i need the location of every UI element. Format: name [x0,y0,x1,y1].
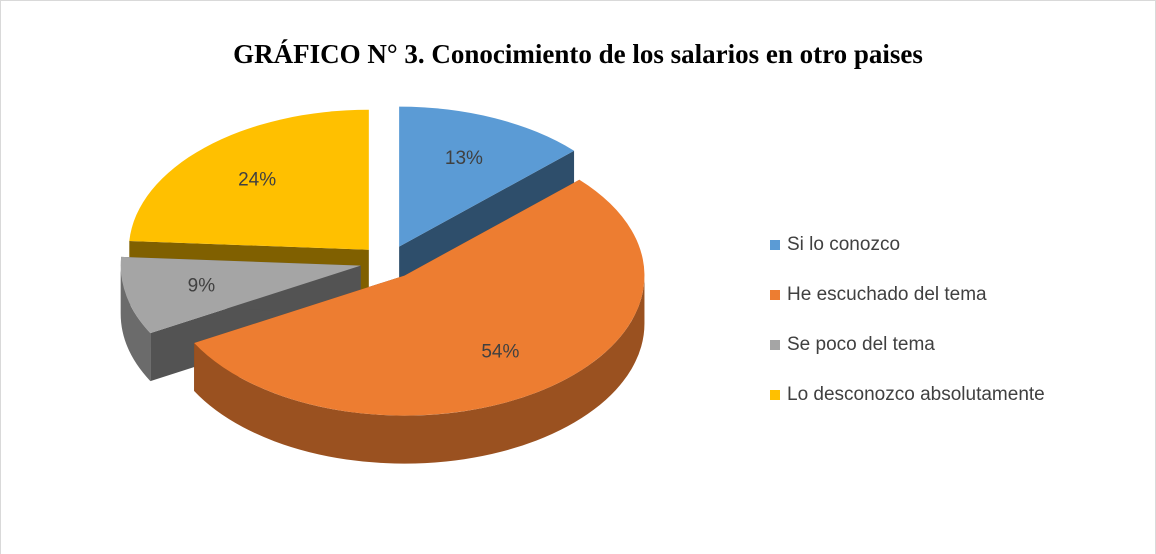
slice [129,109,369,250]
data-label: 24% [238,169,276,190]
slice [194,179,645,416]
legend-swatch [770,340,780,350]
slice-outer-wall [194,275,645,464]
legend-swatch [770,390,780,400]
data-label: 9% [188,275,216,296]
slice-outer-wall [120,265,151,382]
slice-tops [120,106,645,416]
legend-label: Si lo conozco [787,234,900,255]
legend-label: He escuchado del tema [787,284,987,305]
data-label: 13% [445,148,483,169]
legend-label: Lo desconozco absolutamente [787,384,1045,405]
legend-swatch [770,290,780,300]
slice [399,106,575,247]
chart-title: GRÁFICO N° 3. Conocimiento de los salari… [233,39,923,69]
legend-label: Se poco del tema [787,334,935,355]
slice [120,256,361,334]
legend-swatch [770,240,780,250]
data-label: 54% [481,342,519,363]
